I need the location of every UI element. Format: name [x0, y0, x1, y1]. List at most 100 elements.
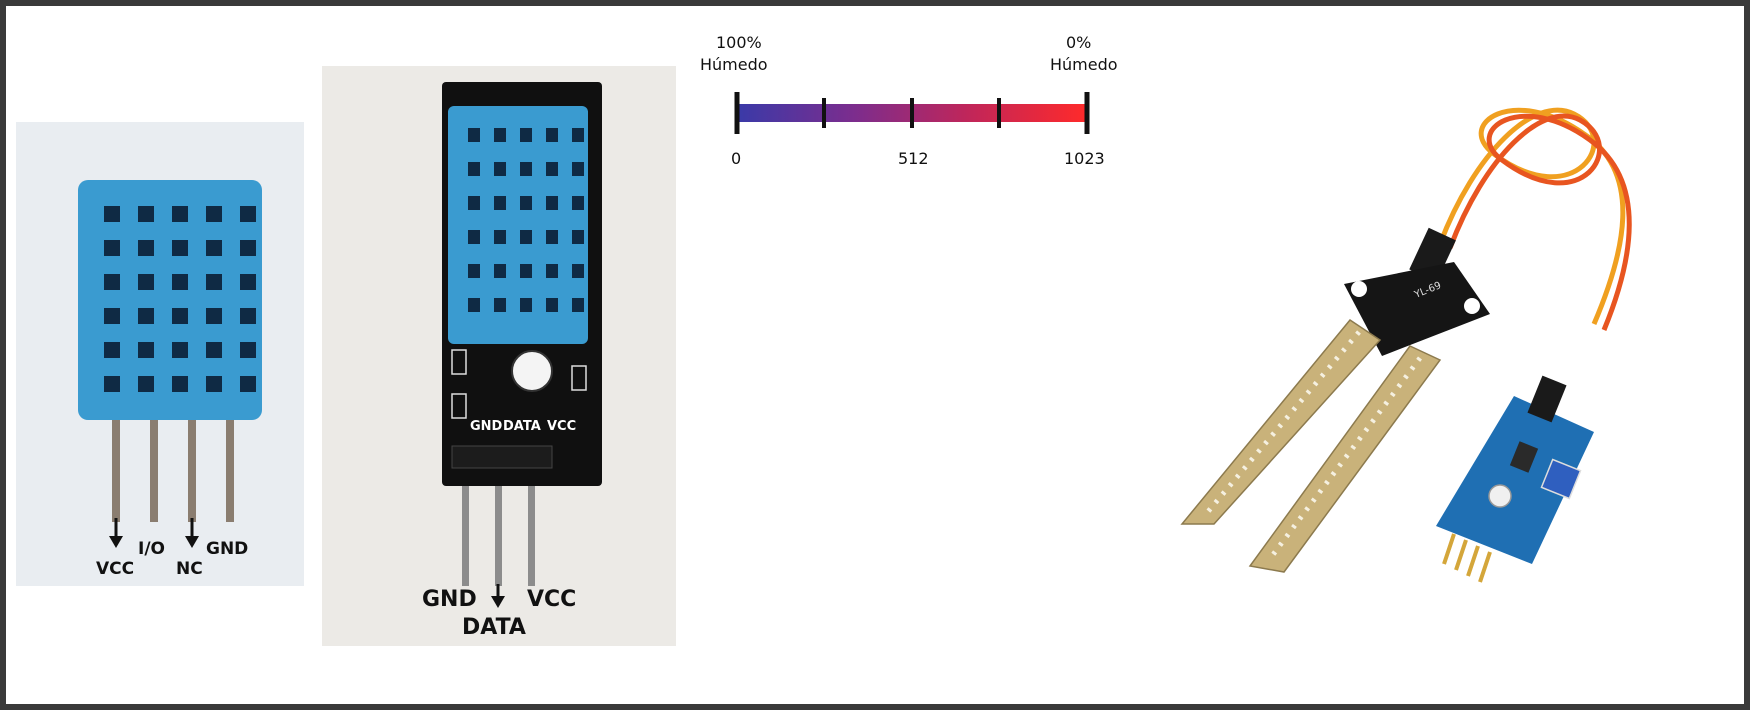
mounting-hole: [511, 350, 553, 392]
vent-hole: [172, 274, 188, 290]
vent-hole: [240, 308, 256, 324]
pin-label-nc: NC: [176, 559, 203, 579]
probe-head: [1344, 262, 1490, 356]
vent-hole: [104, 206, 120, 222]
vent-hole: [546, 128, 558, 142]
jumper-wires: [1437, 107, 1632, 331]
scale-min: 0: [731, 149, 741, 168]
scale-mid: 512: [898, 149, 929, 168]
vent-hole: [468, 196, 480, 210]
vent-hole: [172, 376, 188, 392]
silkscreen-gnd: GND: [470, 419, 503, 434]
vent-hole: [494, 196, 506, 210]
vent-hole: [104, 308, 120, 324]
vent-hole: [572, 298, 584, 312]
vent-hole: [494, 264, 506, 278]
probe-connector: [1409, 227, 1456, 283]
vent-hole: [138, 274, 154, 290]
vent-hole: [138, 308, 154, 324]
silkscreen-data: DATA: [503, 419, 541, 434]
pin-label-gnd: GND: [206, 539, 248, 559]
vent-hole: [138, 376, 154, 392]
pin-label-io: I/O: [138, 539, 165, 559]
vent-hole: [520, 162, 532, 176]
pin-arrow-nc: [185, 518, 199, 548]
scale-left-percent: 100%: [716, 33, 762, 52]
comparator-module: [1436, 375, 1594, 583]
vent-hole: [494, 298, 506, 312]
pin-label-vcc: VCC: [96, 559, 134, 579]
vent-hole: [546, 230, 558, 244]
pin-label-vcc: VCC: [527, 587, 576, 612]
scale-ticks: [734, 92, 1090, 134]
vent-hole: [138, 240, 154, 256]
vent-hole: [172, 206, 188, 222]
moisture-scale: 100% Húmedo 0% Húmedo 0 512 1023: [686, 20, 1146, 180]
vent-hole: [206, 274, 222, 290]
module-vent-grid: [468, 128, 584, 312]
vent-hole: [172, 308, 188, 324]
dht11-bare-photo: VCC I/O NC GND: [16, 122, 304, 586]
vent-hole: [468, 298, 480, 312]
vent-hole: [240, 376, 256, 392]
vent-hole: [494, 128, 506, 142]
vent-hole: [572, 162, 584, 176]
vent-hole: [206, 240, 222, 256]
vent-hole: [240, 240, 256, 256]
vent-hole: [104, 240, 120, 256]
probe-prongs: [1180, 318, 1442, 573]
scale-max: 1023: [1064, 149, 1105, 168]
pin-label-gnd: GND: [422, 587, 477, 612]
vent-hole: [572, 128, 584, 142]
vent-hole: [172, 342, 188, 358]
vent-hole: [546, 196, 558, 210]
vent-hole: [172, 240, 188, 256]
soil-sensor-photo: YL-69: [1154, 94, 1714, 620]
pin-label-data: DATA: [462, 615, 526, 640]
scale-left-label: Húmedo: [700, 55, 768, 74]
vent-hole: [494, 230, 506, 244]
module-pins: [462, 476, 535, 586]
dht11-legs: [112, 412, 234, 522]
vent-hole: [520, 230, 532, 244]
vent-hole: [206, 308, 222, 324]
vent-hole: [468, 230, 480, 244]
pin-arrow-data: [491, 584, 505, 608]
vent-hole: [206, 206, 222, 222]
dht11-module-photo: GND DATA VCC GND DATA VCC: [322, 66, 676, 646]
vent-hole: [494, 162, 506, 176]
vent-hole: [572, 264, 584, 278]
vent-hole: [468, 264, 480, 278]
vent-hole: [138, 342, 154, 358]
vent-hole: [240, 206, 256, 222]
dht11-module-illustration: GND DATA VCC GND DATA VCC: [322, 66, 676, 646]
vent-hole: [104, 342, 120, 358]
vent-hole: [520, 128, 532, 142]
vent-hole: [240, 274, 256, 290]
vent-hole: [546, 264, 558, 278]
vent-hole: [572, 230, 584, 244]
vent-hole: [468, 162, 480, 176]
pin-arrow-vcc: [109, 518, 123, 548]
vent-hole: [546, 298, 558, 312]
vent-hole: [104, 376, 120, 392]
vent-hole: [206, 342, 222, 358]
soil-sensor-illustration: YL-69: [1154, 94, 1714, 620]
vent-hole: [104, 274, 120, 290]
silkscreen-vcc: VCC: [547, 419, 576, 434]
vent-hole: [520, 298, 532, 312]
vent-hole: [520, 264, 532, 278]
moisture-scale-diagram: 100% Húmedo 0% Húmedo 0 512 1023: [700, 33, 1118, 168]
vent-hole: [206, 376, 222, 392]
scale-right-label: Húmedo: [1050, 55, 1118, 74]
dht11-bare-illustration: VCC I/O NC GND: [16, 122, 304, 586]
vent-hole: [468, 128, 480, 142]
vent-hole: [240, 342, 256, 358]
vent-hole: [138, 206, 154, 222]
vent-hole: [546, 162, 558, 176]
dht11-vent-grid: [104, 206, 256, 392]
scale-right-percent: 0%: [1066, 33, 1091, 52]
figure-canvas: VCC I/O NC GND: [6, 6, 1744, 704]
vent-hole: [572, 196, 584, 210]
vent-hole: [520, 196, 532, 210]
